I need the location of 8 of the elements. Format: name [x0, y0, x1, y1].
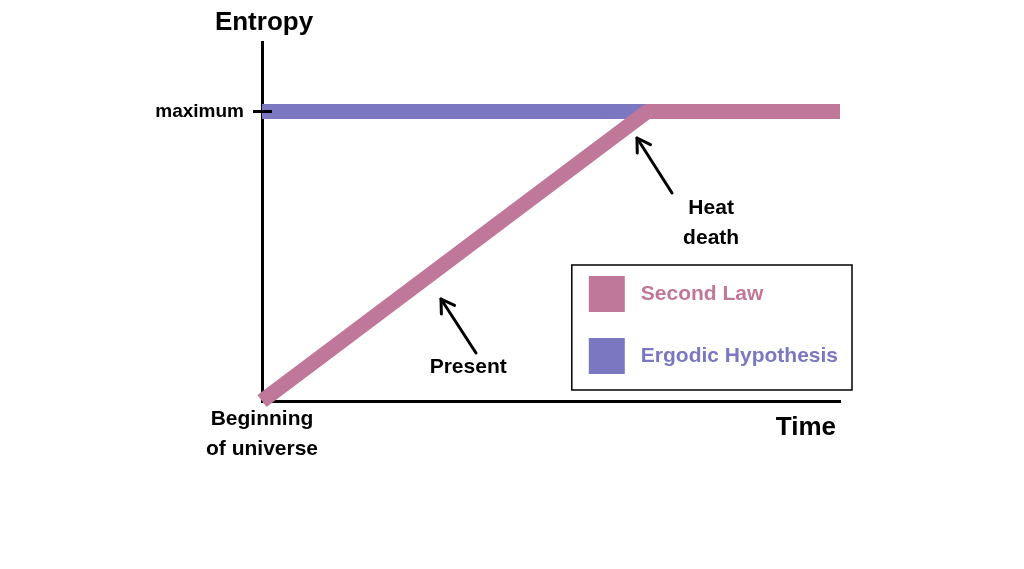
annotation: Present	[429, 354, 507, 378]
legend-label: Ergodic Hypothesis	[640, 342, 838, 366]
annotation: Beginning of universe	[205, 405, 319, 459]
legend-label: Second Law	[640, 280, 764, 304]
annotation: Heat death	[683, 195, 740, 249]
y-axis-title: Entropy	[214, 6, 314, 37]
text: maximum	[155, 99, 244, 121]
x-axis-title: Time	[775, 411, 836, 442]
